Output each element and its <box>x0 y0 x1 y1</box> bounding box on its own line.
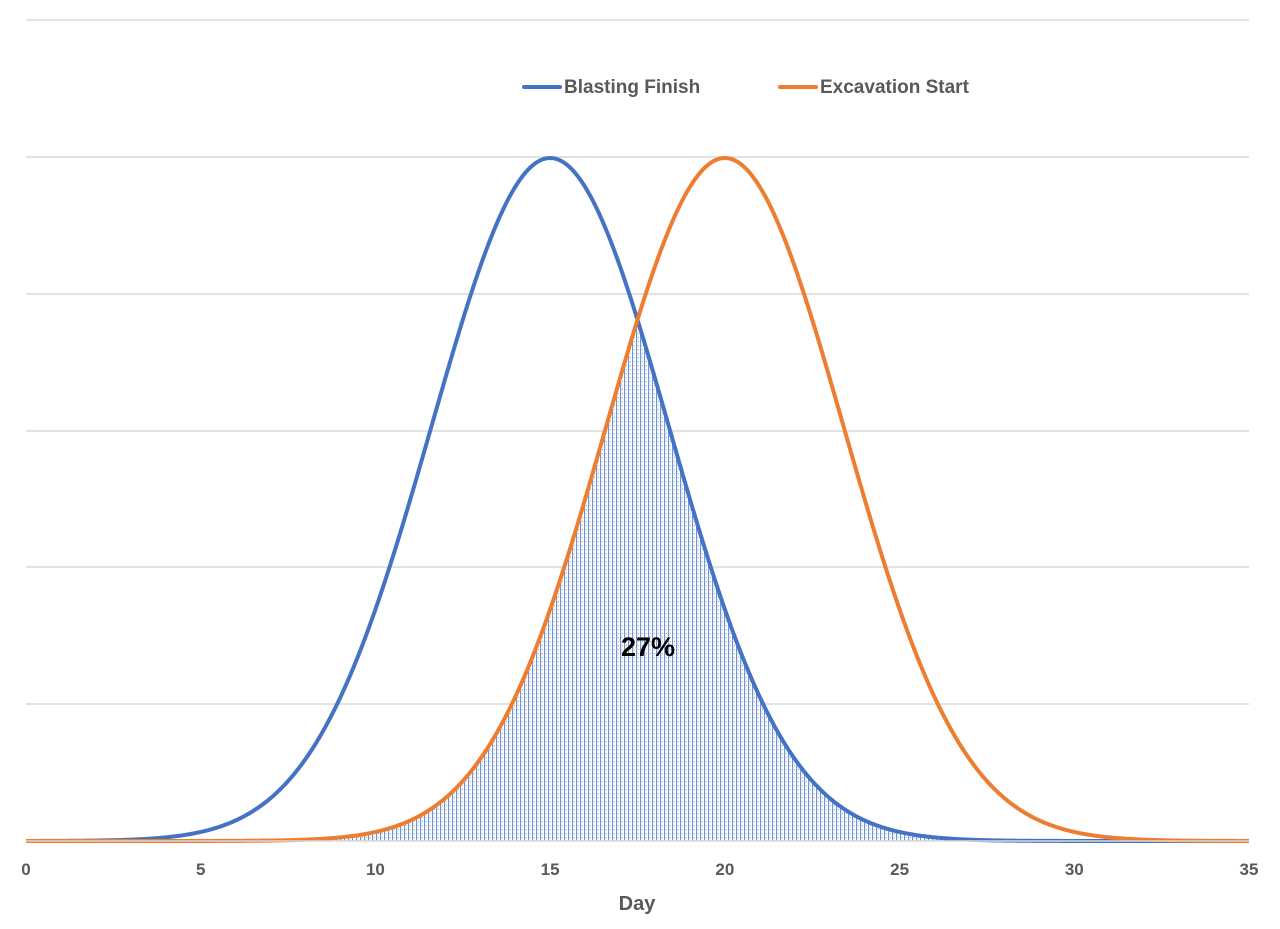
x-tick-label-5: 5 <box>196 860 205 879</box>
x-axis-title: Day <box>619 893 657 915</box>
legend: Blasting Finish Excavation Start <box>522 77 970 98</box>
x-tick-label-10: 10 <box>366 860 385 879</box>
overlap-percentage-label: 27% <box>621 632 675 662</box>
overlap-shaded-area <box>26 319 1249 841</box>
x-tick-label-0: 0 <box>21 860 30 879</box>
legend-label-blasting-finish: Blasting Finish <box>564 77 700 98</box>
x-tick-label-30: 30 <box>1065 860 1084 879</box>
x-tick-label-20: 20 <box>715 860 734 879</box>
x-tick-label-15: 15 <box>541 860 560 879</box>
x-tick-label-25: 25 <box>890 860 909 879</box>
x-axis-ticks: 0 5 10 15 20 25 30 35 <box>21 860 1258 879</box>
x-tick-label-35: 35 <box>1240 860 1259 879</box>
legend-label-excavation-start: Excavation Start <box>820 77 970 98</box>
